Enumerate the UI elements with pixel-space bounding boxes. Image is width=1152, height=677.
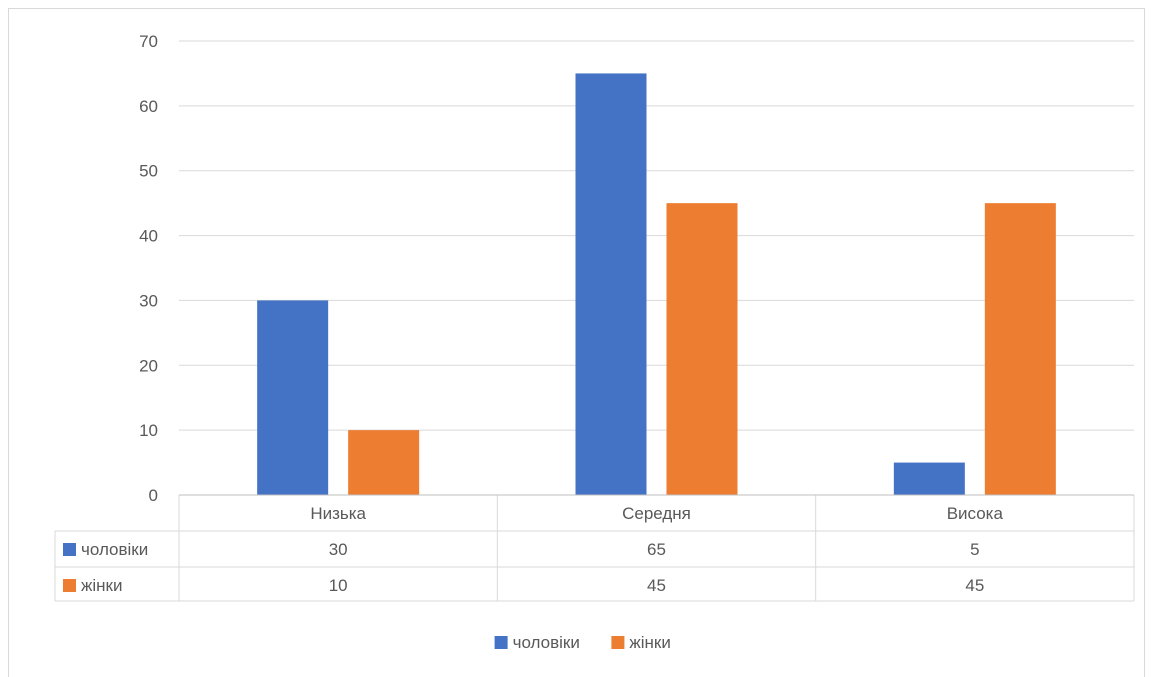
y-tick-label: 40 — [139, 227, 158, 246]
y-tick-label: 20 — [139, 356, 158, 375]
data-table-cell: 5 — [970, 540, 979, 559]
y-axis-ticks: 0 10 20 30 40 50 60 70 — [139, 32, 158, 505]
chart-frame — [8, 8, 1145, 677]
y-tick-label: 30 — [139, 291, 158, 310]
bar — [893, 462, 965, 495]
data-table-cell: 45 — [965, 576, 984, 595]
data-table-cell: 45 — [647, 576, 666, 595]
y-tick-label: 60 — [139, 97, 158, 116]
category-label: Висока — [947, 504, 1004, 523]
series-row-label: жінки — [81, 576, 122, 595]
data-table-cell: 10 — [329, 576, 348, 595]
data-table-cell: 65 — [647, 540, 666, 559]
bar — [257, 300, 329, 495]
series-row-label: чоловіки — [81, 540, 148, 559]
bar — [348, 430, 420, 495]
y-tick-label: 70 — [139, 32, 158, 51]
gridlines — [179, 40, 1134, 431]
bar — [984, 203, 1056, 495]
series-key-swatch — [63, 579, 76, 592]
bar — [575, 73, 647, 495]
y-tick-label: 0 — [149, 486, 158, 505]
legend-swatch — [494, 636, 508, 649]
legend-entry: жінки — [629, 633, 670, 652]
y-tick-label: 50 — [139, 162, 158, 181]
bars — [257, 73, 1056, 495]
data-table-cell: 30 — [329, 540, 348, 559]
bar — [666, 203, 738, 495]
series-key-swatch — [63, 543, 76, 556]
category-label: Середня — [622, 504, 691, 523]
data-table: Низька Середня Висока чоловіки 30 65 5 жінки 10 4… — [54, 494, 1135, 602]
legend: чоловіки жінки — [494, 633, 671, 652]
legend-swatch — [611, 636, 625, 649]
y-tick-label: 10 — [139, 421, 158, 440]
category-label: Низька — [310, 504, 366, 523]
legend-entry: чоловіки — [513, 633, 580, 652]
